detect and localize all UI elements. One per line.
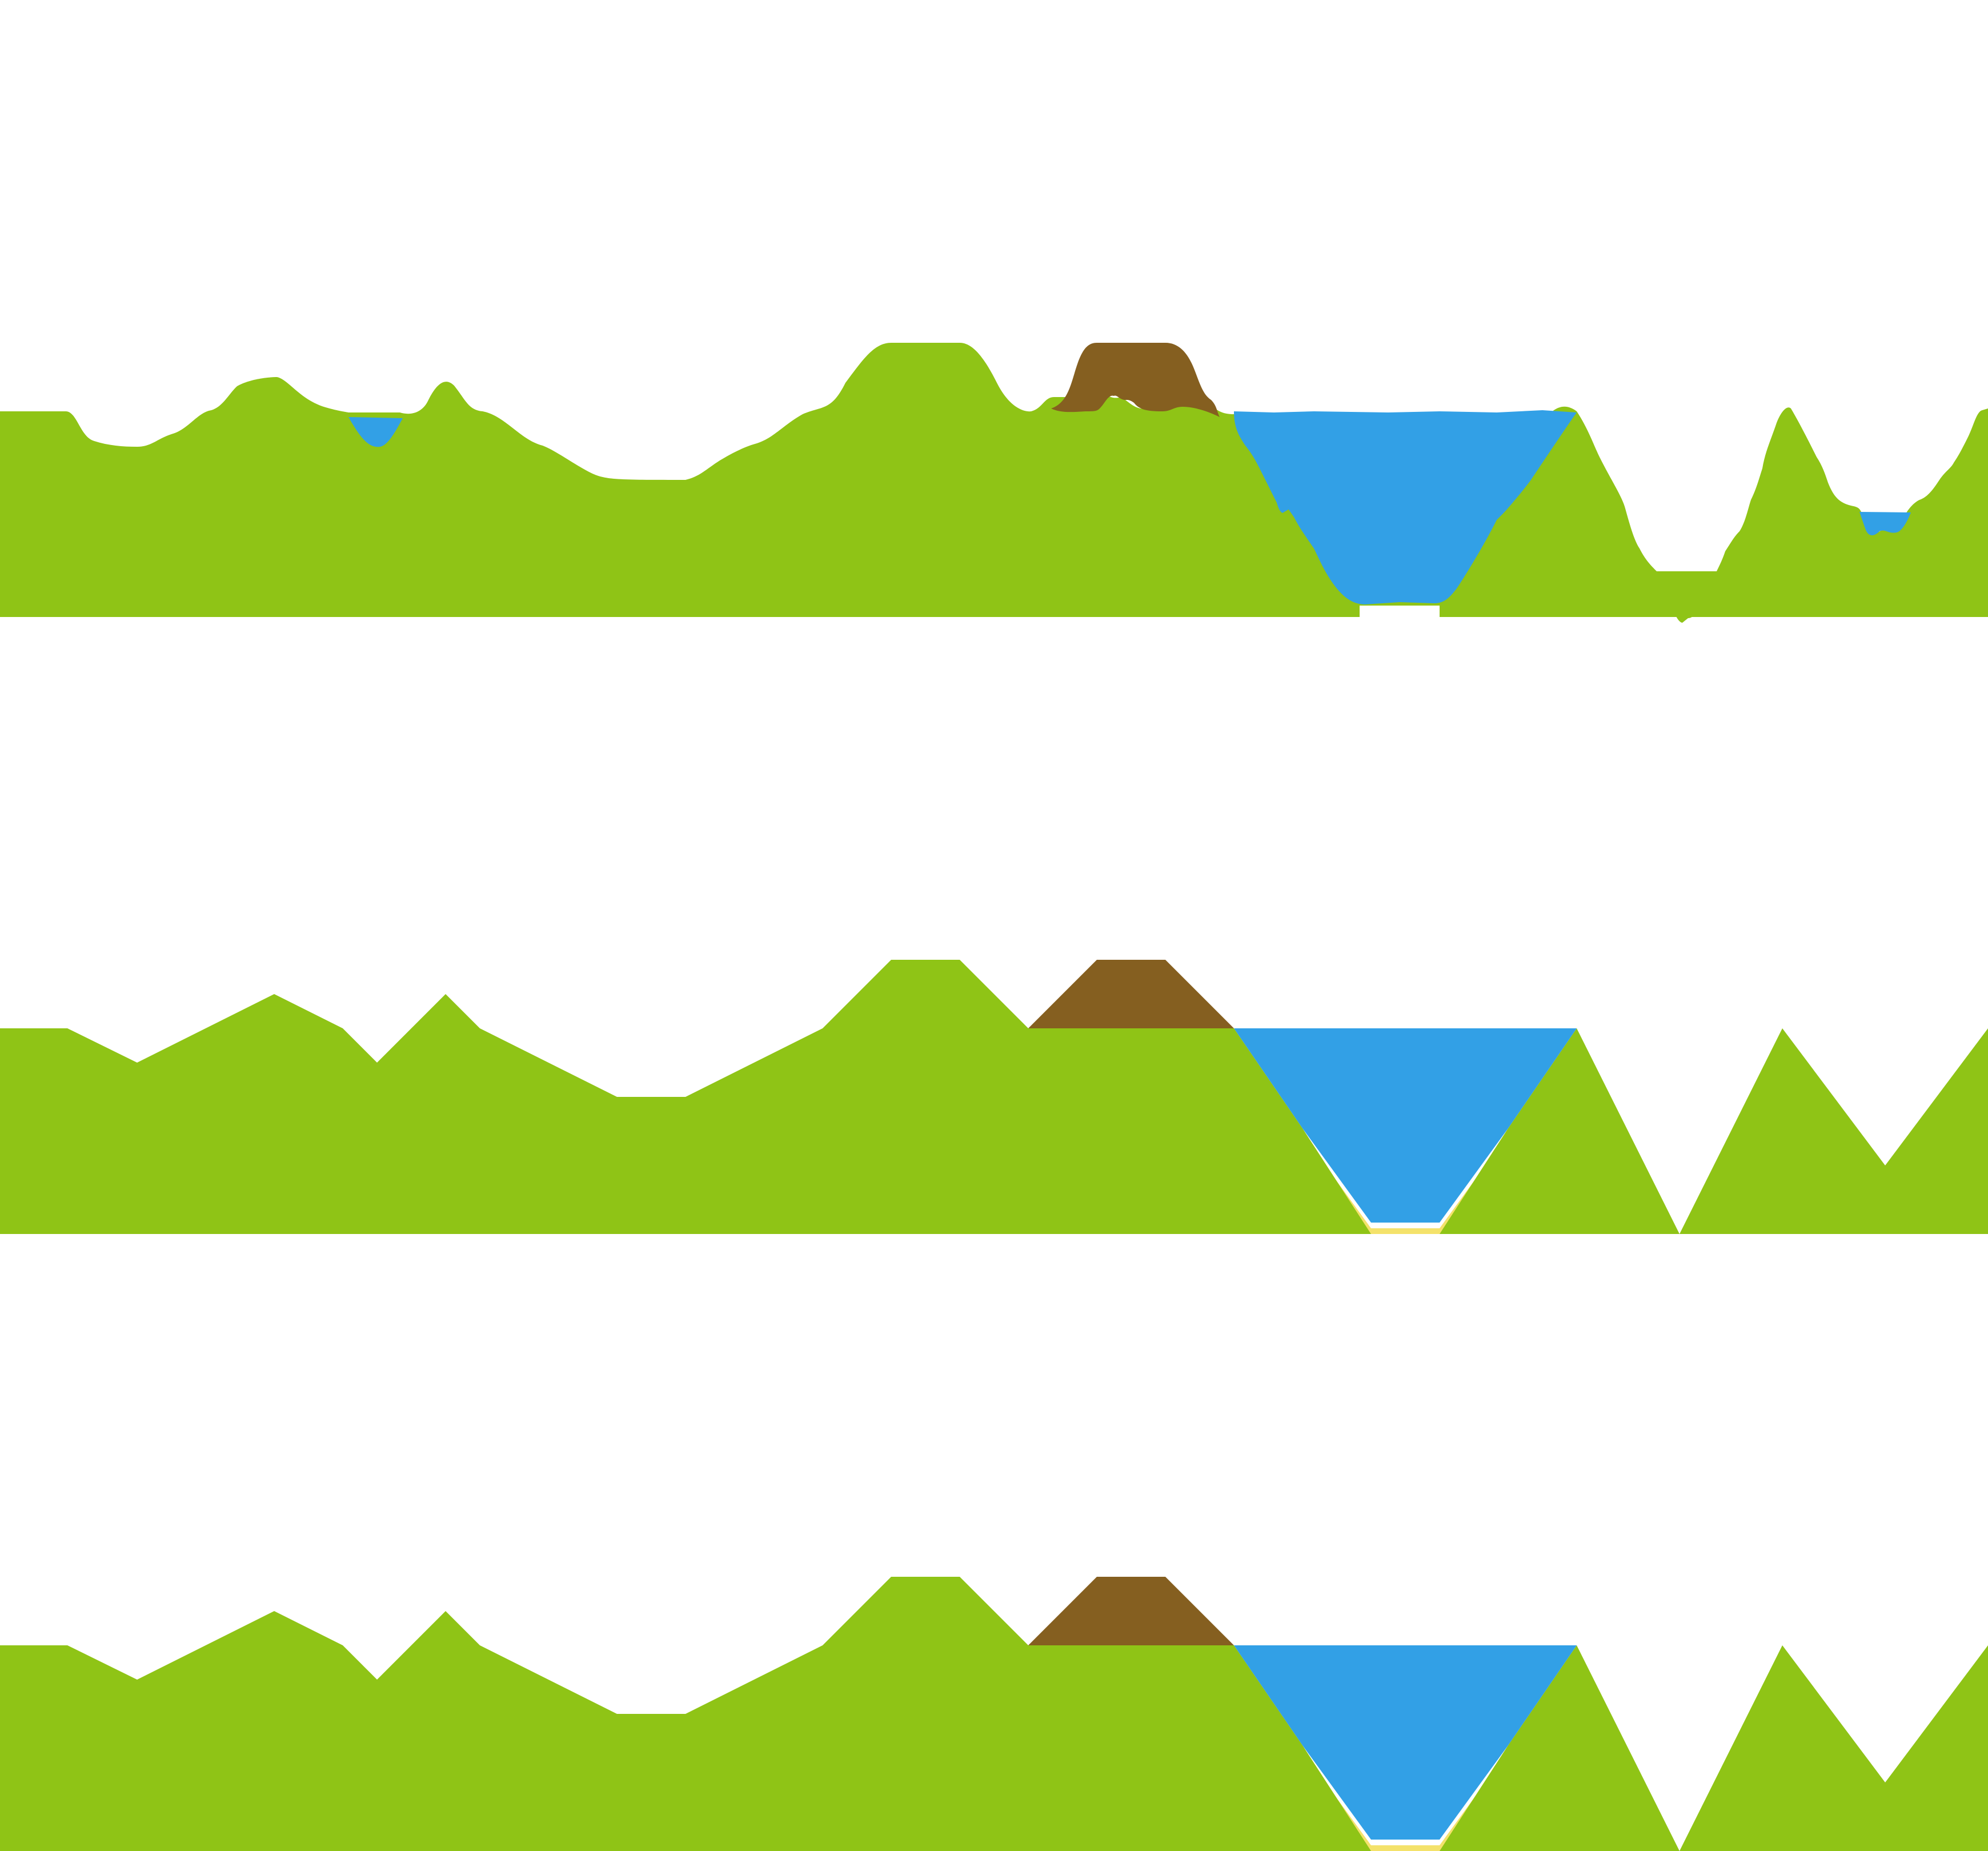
large-lake-water [1234,410,1577,604]
grass-ground-base-smooth-right [1440,571,1988,617]
grass-ground-base-smooth [0,548,1360,617]
lake-water-poly-1 [1234,1028,1577,1223]
lake-water-poly-2 [1234,1645,1577,1840]
smooth-terrain-panel [0,343,1988,623]
rock-outcrop-smooth [1051,343,1220,417]
polygonal-terrain-panel-copy [0,1577,1988,1851]
rock-outcrop-poly-1 [1028,960,1234,1028]
small-pond-right [1859,512,1911,535]
rock-outcrop-poly-2 [1028,1577,1234,1645]
grass-ground-poly-1-right [1440,1028,1988,1234]
polygonal-terrain-panel [0,960,1988,1234]
small-pond-left [348,417,403,447]
grass-ground-poly-2-right [1440,1645,1988,1851]
